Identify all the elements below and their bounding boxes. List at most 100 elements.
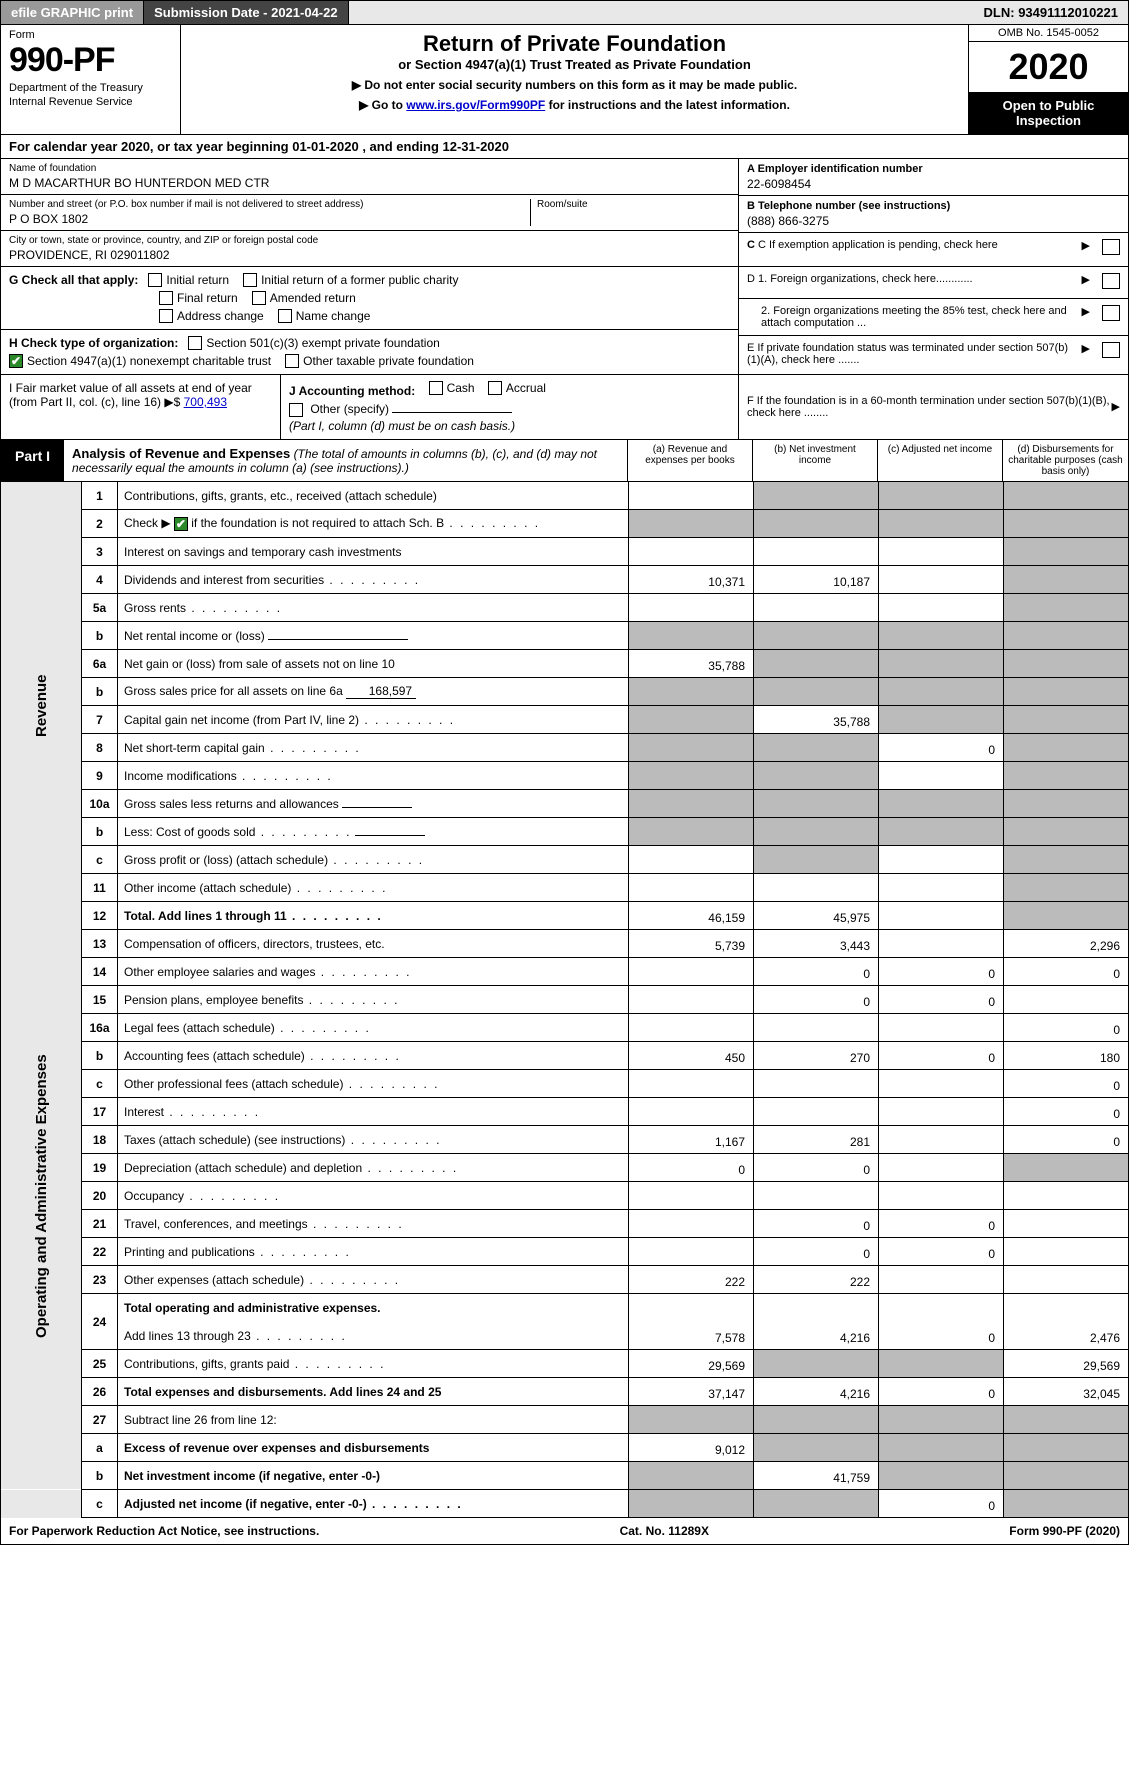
row-27a: aExcess of revenue over expenses and dis… [1, 1434, 1129, 1462]
section-c-checkbox[interactable] [1102, 239, 1120, 255]
row-4: 4Dividends and interest from securities1… [1, 566, 1129, 594]
section-d2-checkbox[interactable] [1102, 305, 1120, 321]
check-address-change[interactable]: Address change [159, 309, 264, 323]
footer-form-ref: Form 990-PF (2020) [1009, 1524, 1120, 1538]
row-16c: cOther professional fees (attach schedul… [1, 1070, 1129, 1098]
check-initial-return[interactable]: Initial return [148, 273, 229, 287]
phone-row: B Telephone number (see instructions) (8… [739, 196, 1128, 233]
row-26: 26Total expenses and disbursements. Add … [1, 1378, 1129, 1406]
check-final-return[interactable]: Final return [159, 291, 238, 305]
section-g-d-block: G Check all that apply: Initial return I… [0, 267, 1129, 375]
form-subtitle: or Section 4947(a)(1) Trust Treated as P… [189, 57, 960, 72]
col-d-header: (d) Disbursements for charitable purpose… [1003, 440, 1128, 481]
row-22: 22Printing and publications00 [1, 1238, 1129, 1266]
expenses-side-label: Operating and Administrative Expenses [1, 930, 82, 1462]
part-1-header: Part I Analysis of Revenue and Expenses … [0, 440, 1129, 482]
open-to-public-badge: Open to Public Inspection [969, 92, 1128, 134]
room-suite-label: Room/suite [537, 199, 730, 210]
form-note-1: ▶ Do not enter social security numbers o… [189, 78, 960, 92]
col-c-header: (c) Adjusted net income [878, 440, 1003, 481]
footer-cat-no: Cat. No. 11289X [319, 1524, 1009, 1538]
efile-print-button[interactable]: efile GRAPHIC print [1, 1, 144, 24]
tax-year: 2020 [969, 42, 1128, 92]
row-10b: bLess: Cost of goods sold [1, 818, 1129, 846]
foundation-name: M D MACARTHUR BO HUNTERDON MED CTR [9, 176, 730, 190]
section-i-j-f-row: I Fair market value of all assets at end… [0, 375, 1129, 440]
form990pf-link[interactable]: www.irs.gov/Form990PF [406, 98, 545, 112]
row-13: Operating and Administrative Expenses 13… [1, 930, 1129, 958]
row-6b: bGross sales price for all assets on lin… [1, 678, 1129, 706]
row-10c: cGross profit or (loss) (attach schedule… [1, 846, 1129, 874]
dept-label-2: Internal Revenue Service [9, 96, 172, 108]
section-c-row: C C If exemption application is pending,… [739, 233, 1128, 264]
city-row: City or town, state or province, country… [1, 231, 738, 266]
section-e-row: E If private foundation status was termi… [739, 335, 1128, 372]
form-label: Form [9, 29, 172, 41]
section-e-checkbox[interactable] [1102, 342, 1120, 358]
row-2: 2 Check ▶ ✔ if the foundation is not req… [1, 510, 1129, 538]
row-27b: bNet investment income (if negative, ent… [1, 1462, 1129, 1490]
submission-date-badge: Submission Date - 2021-04-22 [144, 1, 349, 24]
row-6a: 6aNet gain or (loss) from sale of assets… [1, 650, 1129, 678]
page-footer: For Paperwork Reduction Act Notice, see … [0, 1518, 1129, 1545]
city-state-zip: PROVIDENCE, RI 029011802 [9, 248, 730, 262]
check-name-change[interactable]: Name change [278, 309, 371, 323]
row-27: 27Subtract line 26 from line 12: [1, 1406, 1129, 1434]
check-cash[interactable]: Cash [429, 381, 475, 395]
row-7: 7Capital gain net income (from Part IV, … [1, 706, 1129, 734]
row-20: 20Occupancy [1, 1182, 1129, 1210]
phone-value: (888) 866-3275 [747, 214, 1120, 228]
section-d1-checkbox[interactable] [1102, 273, 1120, 289]
ein-row: A Employer identification number 22-6098… [739, 159, 1128, 196]
form-number: 990-PF [9, 41, 172, 80]
check-initial-former[interactable]: Initial return of a former public charit… [243, 273, 458, 287]
entity-info-block: Name of foundation M D MACARTHUR BO HUNT… [0, 159, 1129, 267]
address-row: Number and street (or P.O. box number if… [1, 195, 738, 231]
row-24: 24Total operating and administrative exp… [1, 1294, 1129, 1322]
top-bar: efile GRAPHIC print Submission Date - 20… [0, 0, 1129, 25]
row-14: 14Other employee salaries and wages000 [1, 958, 1129, 986]
row-8: 8Net short-term capital gain0 [1, 734, 1129, 762]
section-h-row: H Check type of organization: Section 50… [1, 330, 738, 374]
analysis-table: Revenue 1Contributions, gifts, grants, e… [0, 482, 1129, 1519]
section-j: J Accounting method: Cash Accrual Other … [281, 375, 738, 439]
row-17: 17Interest0 [1, 1098, 1129, 1126]
street-address: P O BOX 1802 [9, 212, 524, 226]
col-a-header: (a) Revenue and expenses per books [628, 440, 753, 481]
col-b-header: (b) Net investment income [753, 440, 878, 481]
row-27c: cAdjusted net income (if negative, enter… [1, 1490, 1129, 1518]
row-10a: 10aGross sales less returns and allowanc… [1, 790, 1129, 818]
check-4947a1[interactable]: ✔Section 4947(a)(1) nonexempt charitable… [9, 354, 271, 368]
row-3: 3Interest on savings and temporary cash … [1, 538, 1129, 566]
row-23: 23Other expenses (attach schedule)222222 [1, 1266, 1129, 1294]
check-amended-return[interactable]: Amended return [252, 291, 356, 305]
check-other-taxable[interactable]: Other taxable private foundation [285, 354, 474, 368]
row-15: 15Pension plans, employee benefits00 [1, 986, 1129, 1014]
part-1-title: Analysis of Revenue and Expenses (The to… [64, 440, 627, 481]
row-11: 11Other income (attach schedule) [1, 874, 1129, 902]
row-18: 18Taxes (attach schedule) (see instructi… [1, 1126, 1129, 1154]
form-title-block: Return of Private Foundation or Section … [181, 25, 968, 134]
section-d1-row: D 1. Foreign organizations, check here..… [739, 267, 1128, 299]
sch-b-checkbox[interactable]: ✔ [174, 517, 188, 531]
row-16a: 16aLegal fees (attach schedule)0 [1, 1014, 1129, 1042]
fmv-link[interactable]: 700,493 [184, 395, 227, 409]
check-accrual[interactable]: Accrual [488, 381, 546, 395]
row-21: 21Travel, conferences, and meetings00 [1, 1210, 1129, 1238]
form-header: Form 990-PF Department of the Treasury I… [0, 25, 1129, 135]
check-other-method[interactable] [289, 403, 303, 417]
section-i: I Fair market value of all assets at end… [1, 375, 281, 439]
revenue-side-label: Revenue [1, 482, 82, 930]
row-1: Revenue 1Contributions, gifts, grants, e… [1, 482, 1129, 510]
check-501c3[interactable]: Section 501(c)(3) exempt private foundat… [188, 336, 439, 350]
row-16b: bAccounting fees (attach schedule)450270… [1, 1042, 1129, 1070]
row-5a: 5aGross rents [1, 594, 1129, 622]
part-1-tag: Part I [1, 440, 64, 481]
dln-label: DLN: 93491112010221 [974, 1, 1128, 24]
ein-value: 22-6098454 [747, 177, 1120, 191]
omb-number: OMB No. 1545-0052 [969, 25, 1128, 42]
row-19: 19Depreciation (attach schedule) and dep… [1, 1154, 1129, 1182]
calendar-year-row: For calendar year 2020, or tax year begi… [0, 135, 1129, 159]
section-g-row: G Check all that apply: Initial return I… [1, 267, 738, 330]
year-block: OMB No. 1545-0052 2020 Open to Public In… [968, 25, 1128, 134]
